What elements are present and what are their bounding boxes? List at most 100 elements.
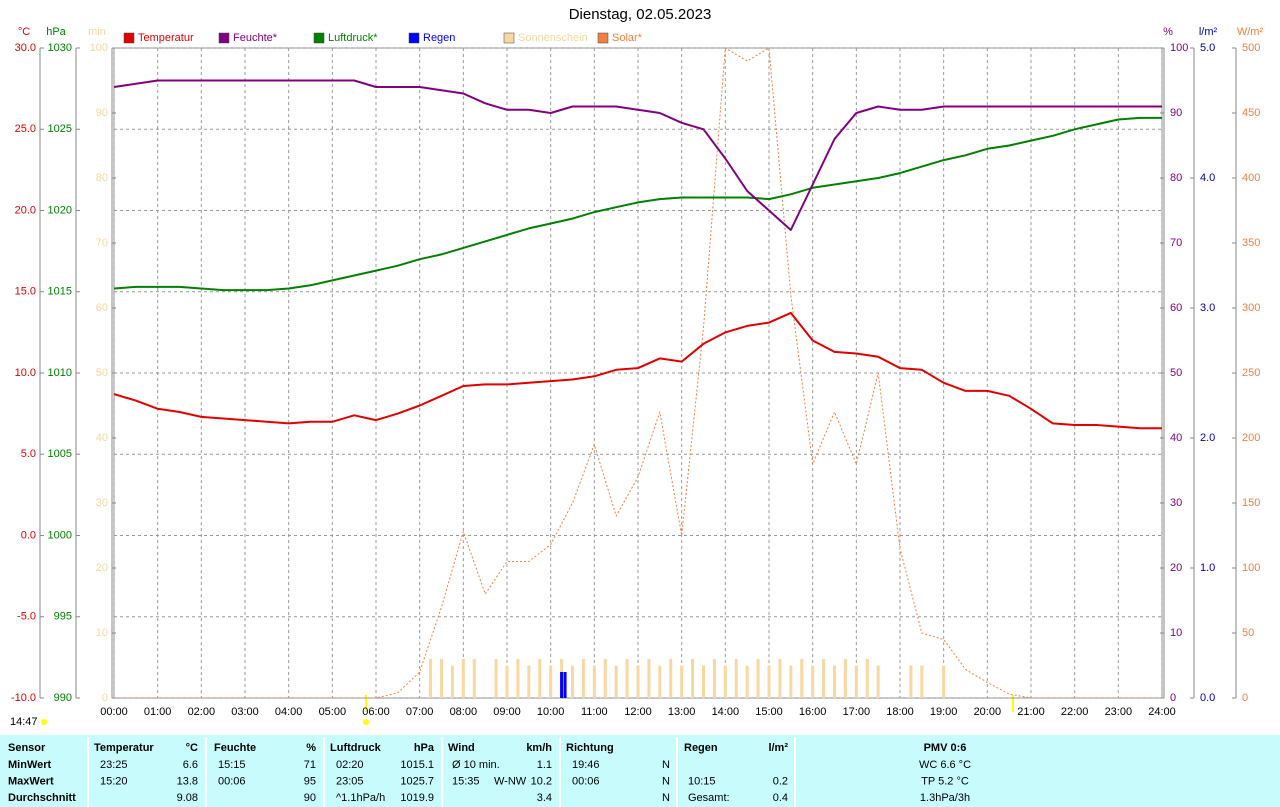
y-tick-label: 995: [54, 611, 72, 623]
y-tick-label: 20.0: [15, 204, 36, 216]
y-tick-label: 1030: [48, 42, 72, 54]
legend-swatch: [313, 32, 325, 44]
y-tick-label: 5.0: [1200, 42, 1215, 54]
x-tick-label: 24:00: [1148, 706, 1176, 718]
table-cell: MinWert: [8, 759, 52, 771]
table-header: Wind: [448, 742, 475, 754]
x-tick-label: 03:00: [231, 706, 259, 718]
x-tick-label: 20:00: [974, 706, 1002, 718]
y-tick-label: 350: [1242, 237, 1260, 249]
bar: [920, 665, 924, 698]
x-tick-label: 14:00: [712, 706, 740, 718]
bar: [789, 665, 793, 698]
y-tick-label: 2.0: [1200, 432, 1215, 444]
y-tick-label: 100: [1170, 42, 1188, 54]
table-cell: 15:15: [218, 759, 246, 771]
bar: [909, 665, 913, 698]
y-tick-label: 5.0: [21, 448, 36, 460]
bar: [505, 665, 509, 698]
table-cell: 71: [304, 759, 316, 771]
y-tick-label: 90: [1170, 107, 1182, 119]
legend-label: Sonnenschein: [518, 32, 588, 44]
y-tick-label: 3.0: [1200, 302, 1215, 314]
bar: [756, 659, 760, 698]
legend-label: Luftdruck*: [328, 32, 378, 44]
x-tick-label: 05:00: [319, 706, 347, 718]
bar: [778, 659, 782, 698]
table-cell: WC 6.6 °C: [919, 759, 971, 771]
table-cell: 23:05: [336, 775, 364, 787]
legend-swatch: [218, 32, 230, 44]
bar: [658, 665, 662, 698]
table-cell: 95: [304, 775, 316, 787]
y-tick-label: 1025: [48, 123, 72, 135]
y-tick-label: 80: [96, 172, 108, 184]
table-cell: 15:20: [100, 775, 128, 787]
y-tick-label: 200: [1242, 432, 1260, 444]
sunrise-marker: [363, 719, 369, 725]
y-tick-label: 10.0: [15, 367, 36, 379]
axis-unit: min: [88, 26, 106, 38]
chart-title: Dienstag, 02.05.2023: [569, 6, 712, 23]
legend-label: Feuchte*: [233, 32, 278, 44]
table-cell: Gesamt:: [688, 792, 730, 804]
bar: [712, 659, 716, 698]
legend-swatch: [123, 32, 135, 44]
x-tick-label: 12:00: [624, 706, 652, 718]
table-cell: 1.3hPa/3h: [920, 792, 970, 804]
bar: [560, 672, 564, 698]
y-tick-label: 30.0: [15, 42, 36, 54]
y-tick-label: 40: [96, 432, 108, 444]
y-tick-label: 90: [96, 107, 108, 119]
x-tick-label: 21:00: [1017, 706, 1045, 718]
x-tick-label: 17:00: [843, 706, 871, 718]
table-cell: W-NW: [494, 775, 527, 787]
table-cell: 90: [304, 792, 316, 804]
legend-swatch: [503, 32, 515, 44]
x-tick-label: 04:00: [275, 706, 303, 718]
table-cell: 1025.7: [400, 775, 434, 787]
y-tick-label: -5.0: [17, 611, 36, 623]
series-line: [114, 116, 1162, 292]
bar: [461, 659, 465, 698]
sun-icon: [41, 719, 47, 725]
y-tick-label: 15.0: [15, 286, 36, 298]
x-tick-label: 11:00: [581, 706, 608, 718]
table-header: Temperatur: [94, 742, 154, 754]
y-tick-label: 60: [96, 302, 108, 314]
bar: [800, 659, 804, 698]
y-tick-label: 500: [1242, 42, 1260, 54]
y-tick-label: 300: [1242, 302, 1260, 314]
y-tick-label: 1.0: [1200, 562, 1215, 574]
x-tick-label: 22:00: [1061, 706, 1089, 718]
y-tick-label: 60: [1170, 302, 1182, 314]
x-tick-label: 18:00: [886, 706, 914, 718]
table-header: °C: [186, 742, 198, 754]
bar: [843, 659, 847, 698]
bar: [691, 659, 695, 698]
y-tick-label: 80: [1170, 172, 1182, 184]
legend-swatch: [408, 32, 420, 44]
y-tick-label: 0.0: [1200, 692, 1215, 704]
x-tick-label: 01:00: [144, 706, 172, 718]
axis-unit: l/m²: [1199, 26, 1218, 38]
table-cell: 6.6: [183, 759, 198, 771]
y-tick-label: 0: [1242, 692, 1248, 704]
y-tick-label: 100: [90, 42, 108, 54]
table-header: Richtung: [566, 742, 614, 754]
bar: [865, 659, 869, 698]
table-cell: 00:06: [572, 775, 600, 787]
y-tick-label: 70: [1170, 237, 1182, 249]
x-tick-label: 15:00: [755, 706, 783, 718]
x-tick-label: 16:00: [799, 706, 827, 718]
bar: [723, 665, 727, 698]
x-tick-label: 09:00: [493, 706, 521, 718]
timestamp: 14:47: [10, 716, 38, 728]
axis-unit: hPa: [46, 26, 66, 38]
bar: [745, 665, 749, 698]
bar: [472, 659, 476, 698]
table-cell: N: [662, 775, 670, 787]
y-tick-label: 1020: [48, 204, 72, 216]
y-tick-label: 30: [96, 497, 108, 509]
